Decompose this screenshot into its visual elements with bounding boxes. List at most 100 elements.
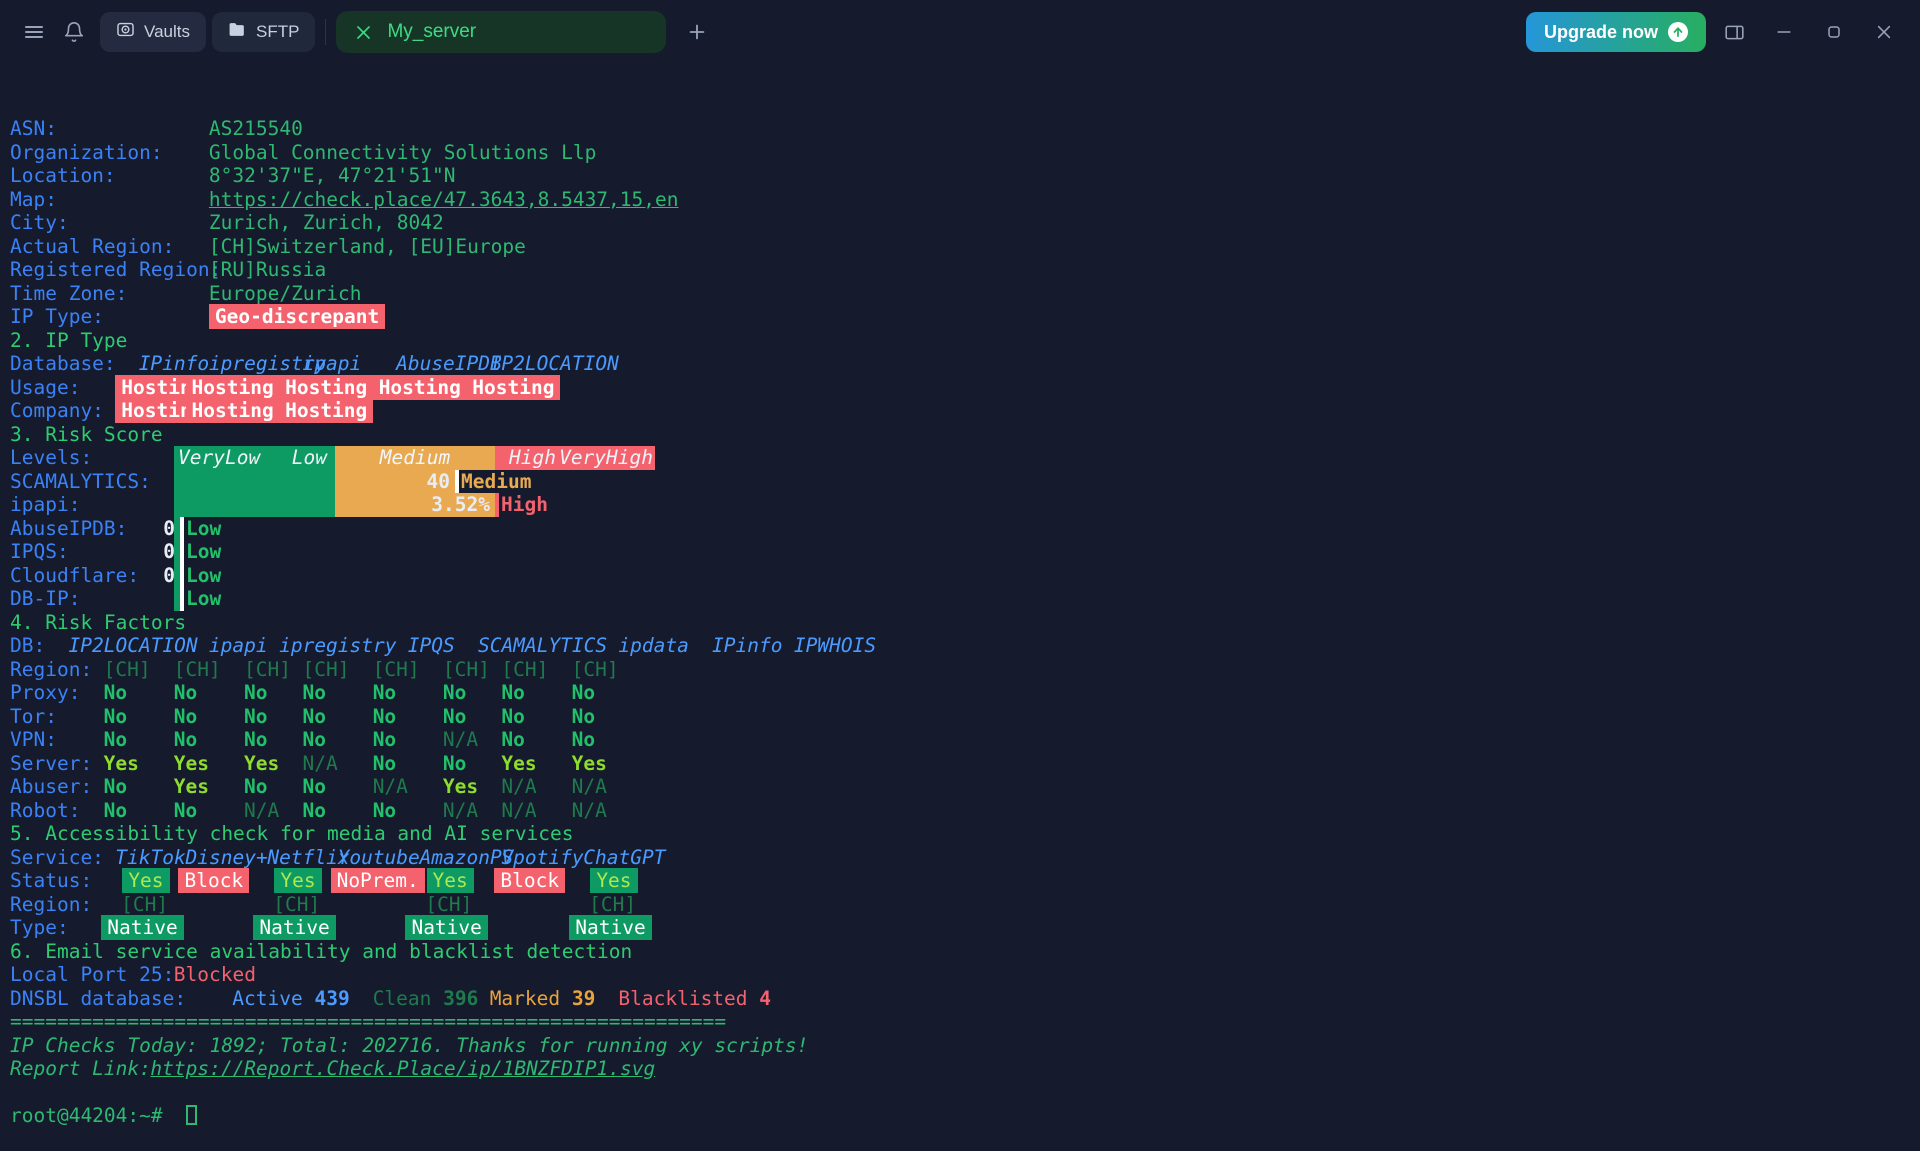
score-marker (455, 469, 459, 493)
score-level: High (501, 493, 548, 516)
row-label: Abuser: (10, 775, 93, 798)
row-label: VPN: (10, 728, 57, 751)
maximize-icon[interactable] (1812, 10, 1856, 54)
db-name: IPinfo (712, 634, 783, 657)
tab-label: My_server (387, 21, 477, 42)
field-label: Actual Region: (10, 234, 175, 258)
tab-my-server[interactable]: My_server (336, 11, 667, 53)
factor-value: No (442, 751, 467, 775)
hamburger-menu-icon[interactable] (14, 12, 54, 52)
factor-value: No (442, 704, 467, 728)
factor-value: No (302, 798, 326, 822)
score-level: Low (186, 540, 222, 563)
field-value: Europe/Zurich (208, 281, 362, 305)
info-row-asn: ASN: AS215540 (10, 117, 1920, 141)
info-row-map: Map: https://check.place/47.3643,8.5437,1… (10, 188, 1920, 212)
usage-badge: Hosting (372, 374, 467, 400)
status-badge: Block (494, 868, 566, 893)
terminal-output[interactable]: ASN: AS215540 Organization: Global Connecti… (0, 64, 1920, 1127)
service-region: [CH] (589, 892, 637, 916)
service-name: ChatGPT (583, 845, 666, 869)
field-label: City: (10, 211, 69, 234)
field-label: Registered Region: (10, 258, 222, 281)
factor-value: No (501, 681, 525, 704)
upgrade-label: Upgrade now (1543, 21, 1658, 42)
row-label: Usage: (10, 375, 81, 399)
db-name: IP2LOCATION (68, 634, 198, 657)
score-level: Low (186, 516, 222, 540)
window-close-icon[interactable] (1862, 10, 1906, 54)
service-name: TikTok (115, 845, 186, 869)
footer-checks: IP Checks Today: 1892; Total: 202716. Th… (10, 1034, 1920, 1058)
score-value: 0 (163, 563, 175, 587)
service-name: AmazonPV (419, 845, 514, 869)
factor-value: Yes (173, 751, 210, 775)
upgrade-now-button[interactable]: Upgrade now (1525, 12, 1706, 52)
db-name: SCAMALYTICS (478, 634, 608, 657)
notification-bell-icon[interactable] (54, 12, 94, 52)
split-panel-icon[interactable] (1712, 10, 1756, 54)
status-badge: Block (178, 868, 250, 893)
section-3-heading: 3. Risk Score (10, 423, 1920, 447)
row-label: Server: (10, 751, 93, 775)
section-6-local-port-row: Local Port 25: Blocked (10, 963, 1920, 987)
row-label: Tor: (10, 704, 57, 728)
factor-value: No (103, 681, 128, 704)
field-label: Location: (10, 164, 116, 187)
row-label: Local Port 25: (10, 963, 175, 986)
db-name: ipapi (208, 634, 268, 657)
score-marker (495, 493, 499, 517)
titlebar-right-controls: Upgrade now (1525, 10, 1906, 54)
dnsbl-entry: Marked 39 (489, 986, 596, 1010)
field-value: AS215540 (208, 117, 303, 140)
plus-icon[interactable] (678, 13, 716, 51)
section-2-company-row: Company: Hosting Hosting Hosting (10, 398, 1920, 423)
section-4-factor-row: Proxy: No No No No No No No No (10, 681, 1920, 705)
score-fill-green (174, 563, 180, 587)
section-heading: 2. IP Type (10, 328, 128, 352)
section-4-factor-row: Server: Yes Yes Yes N/A No No Yes Yes (10, 752, 1920, 776)
factor-value: No (372, 728, 397, 751)
factor-value: N/A (571, 775, 607, 798)
status-badge: Yes (426, 868, 474, 893)
footer-report: Report Link: https://Report.Check.Place/… (10, 1057, 1920, 1081)
window-titlebar: Vaults SFTP My_server Upgrade now (0, 0, 1920, 64)
factor-value: No (302, 728, 326, 751)
factor-value: N/A (442, 798, 479, 822)
minimize-icon[interactable] (1762, 10, 1806, 54)
info-row-ip-type: IP Type: Geo-discrepant (10, 304, 1920, 329)
close-icon[interactable] (354, 23, 373, 42)
score-level: Medium (461, 469, 532, 493)
score-marker (180, 587, 184, 611)
db-name: IPQS (407, 634, 455, 657)
score-value: 0 (163, 516, 175, 540)
vaults-button[interactable]: Vaults (100, 12, 206, 52)
score-fill-green (174, 587, 180, 611)
row-label: DB-IP: (10, 587, 81, 610)
terminal-cursor (185, 1105, 197, 1125)
tab-divider (325, 19, 327, 45)
section-2-heading: 2. IP Type (10, 329, 1920, 353)
field-value: [RU]Russia (208, 258, 327, 281)
field-value: 8°32'37"E, 47°21'51"N (208, 164, 456, 187)
field-value[interactable]: https://check.place/47.3643,8.5437,15,en (208, 187, 679, 211)
service-name: Netflix (267, 845, 350, 869)
section-3-score-row: Cloudflare: 0 Low (10, 563, 1920, 587)
factor-value: No (372, 751, 397, 775)
service-name: Youtube (337, 845, 420, 869)
field-label: ASN: (10, 117, 57, 140)
factor-value: N/A (571, 798, 607, 822)
factor-value: No (103, 798, 128, 822)
section-heading: 5. Accessibility check for media and AI … (10, 822, 574, 845)
factor-value: N/A (372, 775, 408, 798)
section-heading: 4. Risk Factors (10, 610, 187, 634)
report-link-label: Report Link: (10, 1057, 163, 1080)
level-label-low: Low (291, 446, 327, 469)
info-row-time-zone: Time Zone: Europe/Zurich (10, 282, 1920, 306)
service-type-badge: Native (101, 915, 184, 940)
report-link[interactable]: https://Report.Check.Place/ip/1BNZFDIP1.… (150, 1057, 656, 1080)
score-fill-green (174, 540, 180, 564)
status-badge: Yes (274, 868, 322, 893)
sftp-button[interactable]: SFTP (212, 12, 316, 52)
row-label: Company: (10, 399, 104, 422)
